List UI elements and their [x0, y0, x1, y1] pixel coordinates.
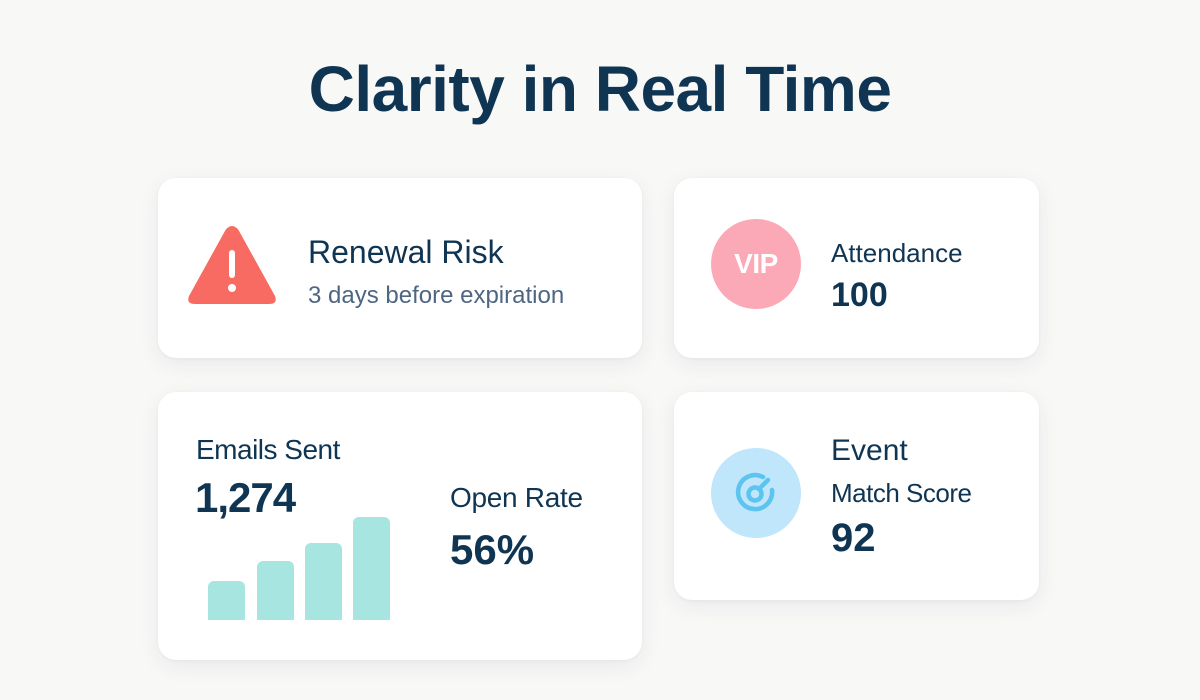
chart-bar	[208, 581, 245, 620]
emails-sent-card[interactable]: Emails Sent 1,274 Open Rate 56%	[158, 392, 642, 660]
chart-bar	[257, 561, 294, 620]
open-rate-label: Open Rate	[450, 482, 583, 513]
match-score-label: Match Score	[831, 478, 972, 508]
emails-sent-value: 1,274	[195, 474, 296, 521]
renewal-risk-subtitle: 3 days before expiration	[308, 282, 565, 309]
open-rate-value: 56%	[450, 526, 535, 573]
warning-triangle-icon	[188, 226, 276, 304]
attendance-value: 100	[831, 276, 888, 314]
attendance-label: Attendance	[831, 238, 963, 268]
page-title: Clarity in Real Time	[308, 53, 892, 125]
vip-attendance-card[interactable]: VIP Attendance 100	[674, 178, 1039, 358]
renewal-risk-card[interactable]: Renewal Risk 3 days before expiration	[158, 178, 642, 358]
chart-bar	[305, 543, 342, 620]
chart-bar	[353, 517, 390, 620]
vip-badge: VIP	[711, 219, 801, 309]
event-match-card[interactable]: Event Match Score 92	[674, 392, 1039, 600]
emails-sent-label: Emails Sent	[196, 434, 340, 465]
emails-bar-chart	[208, 512, 393, 620]
target-badge	[711, 448, 801, 538]
renewal-risk-title: Renewal Risk	[308, 234, 504, 270]
match-score-value: 92	[831, 516, 876, 560]
event-title: Event	[831, 434, 908, 467]
target-icon	[735, 472, 775, 512]
